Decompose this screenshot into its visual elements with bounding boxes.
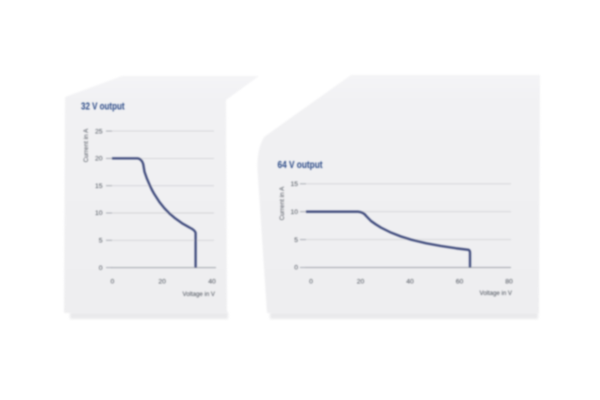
svg-text:32 V output: 32 V output [81, 102, 125, 113]
svg-text:0: 0 [294, 265, 298, 272]
svg-text:0: 0 [99, 265, 103, 272]
svg-text:20: 20 [158, 279, 166, 286]
svg-text:Voltage in V: Voltage in V [479, 290, 512, 297]
svg-text:Voltage in V: Voltage in V [182, 291, 215, 298]
svg-text:10: 10 [95, 210, 103, 217]
svg-text:5: 5 [99, 238, 103, 245]
svg-text:Current in A: Current in A [83, 128, 90, 162]
svg-text:Current in A: Current in A [279, 186, 286, 220]
svg-text:40: 40 [406, 279, 414, 286]
svg-text:40: 40 [208, 279, 216, 286]
svg-text:0: 0 [111, 279, 115, 286]
svg-text:10: 10 [290, 209, 298, 216]
svg-text:80: 80 [505, 279, 513, 286]
svg-text:15: 15 [290, 181, 298, 188]
svg-text:0: 0 [309, 279, 313, 286]
svg-text:20: 20 [95, 156, 103, 163]
svg-text:60: 60 [456, 279, 464, 286]
svg-text:25: 25 [95, 128, 103, 135]
svg-text:5: 5 [294, 237, 298, 244]
svg-text:64 V output: 64 V output [278, 160, 324, 171]
svg-text:15: 15 [95, 183, 103, 190]
svg-text:20: 20 [357, 279, 365, 286]
